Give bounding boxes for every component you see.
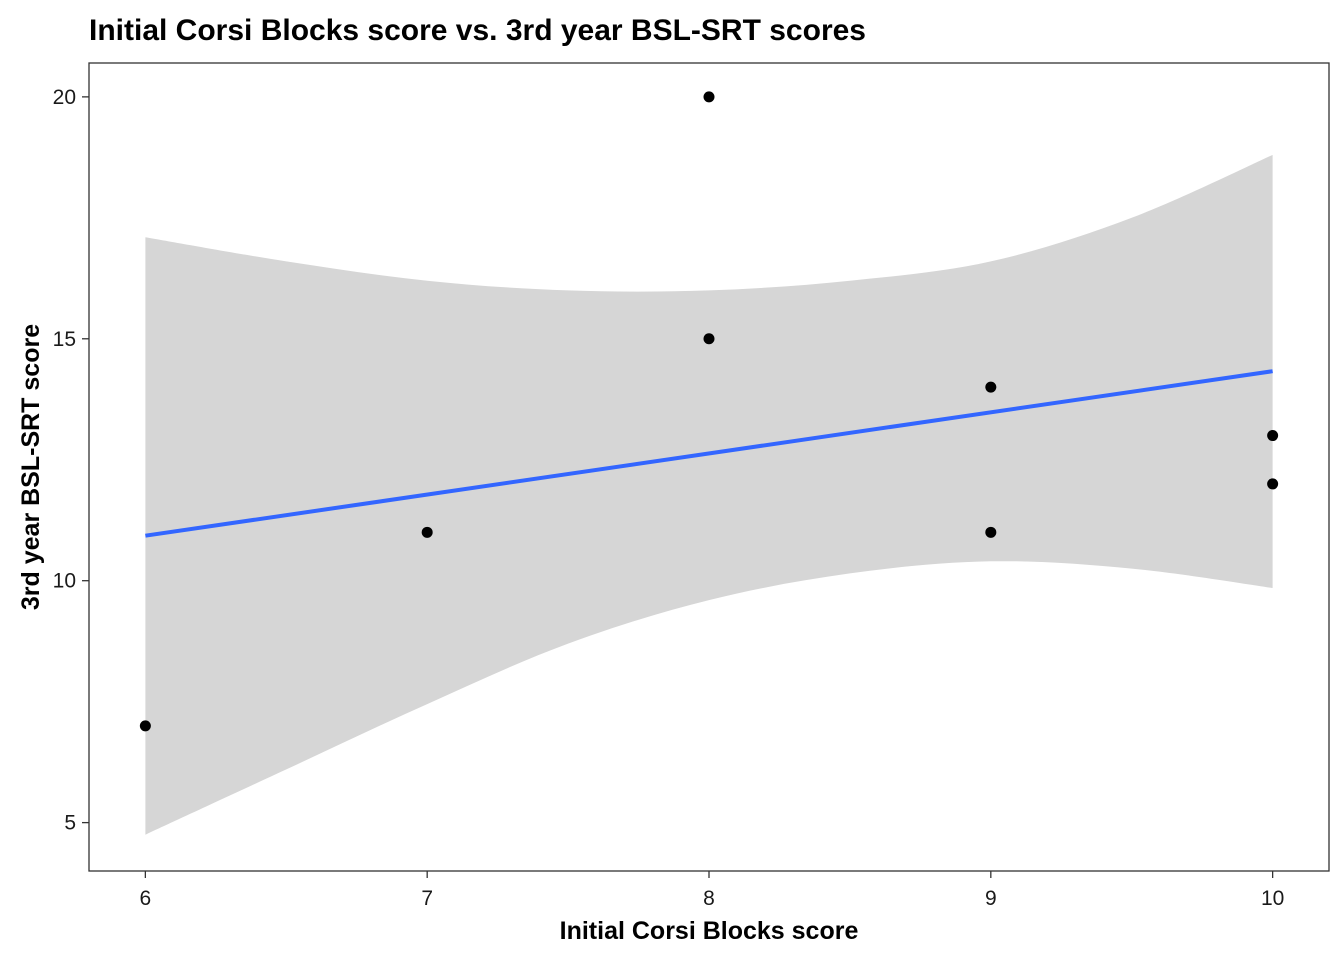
x-tick-label: 8	[703, 887, 715, 910]
x-axis-title: Initial Corsi Blocks score	[560, 917, 859, 945]
data-point	[1267, 430, 1279, 442]
confidence-band-layer	[145, 154, 1273, 835]
data-point	[1267, 478, 1279, 490]
confidence-band	[145, 154, 1273, 835]
y-tick-label: 15	[53, 328, 76, 351]
data-point	[985, 381, 997, 393]
data-point	[985, 526, 997, 538]
fit-line-layer	[145, 369, 1273, 538]
x-tick-label: 7	[421, 887, 433, 910]
regression-line	[145, 369, 1273, 538]
data-point	[139, 720, 151, 732]
y-tick-label: 5	[64, 812, 76, 835]
data-point	[703, 333, 715, 345]
x-tick-label: 9	[985, 887, 997, 910]
x-tick-label: 10	[1261, 887, 1284, 910]
chart-title: Initial Corsi Blocks score vs. 3rd year …	[89, 14, 866, 47]
x-tick-label: 6	[140, 887, 152, 910]
y-tick-label: 10	[53, 570, 76, 593]
data-point	[703, 91, 715, 103]
x-axis: 6 7 8 9 10	[140, 871, 1284, 910]
data-point	[421, 526, 433, 538]
y-axis-title: 3rd year BSL-SRT score	[17, 324, 45, 610]
y-axis: 5 10 15 20	[53, 86, 89, 835]
y-tick-label: 20	[53, 86, 76, 109]
points-layer	[139, 91, 1279, 732]
